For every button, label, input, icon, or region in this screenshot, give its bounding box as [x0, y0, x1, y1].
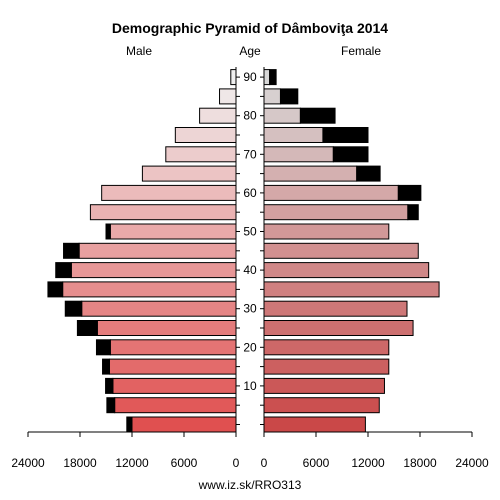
male-bar-35-39 — [62, 281, 237, 298]
male-bar-10-14 — [112, 377, 237, 394]
female-excess-bar-90+ — [269, 69, 277, 86]
age-tick-label: 30 — [243, 302, 257, 316]
age-tick-label: 20 — [243, 340, 257, 354]
male-bar-80-84 — [199, 107, 237, 124]
male-x-tick-label: 6000 — [171, 456, 198, 470]
female-bar-65-69 — [263, 165, 358, 182]
age-tick-label: 70 — [243, 147, 257, 161]
female-bar-10-14 — [263, 377, 385, 394]
female-bar-45-49 — [263, 242, 419, 259]
male-x-tick-label: 12000 — [115, 456, 149, 470]
female-bar-15-19 — [263, 358, 390, 375]
male-bar-50-54 — [109, 223, 237, 240]
female-bar-75-79 — [263, 127, 324, 143]
female-excess-bar-85-89 — [279, 88, 299, 105]
male-bar-55-59 — [89, 204, 237, 221]
female-bar-35-39 — [263, 281, 440, 298]
female-bar-20-24 — [263, 339, 390, 356]
male-excess-bar-40-44 — [55, 262, 72, 279]
male-excess-bar-45-49 — [63, 242, 80, 259]
male-excess-bar-50-54 — [105, 223, 111, 240]
male-bar-40-44 — [70, 262, 237, 279]
female-bar-5-9 — [263, 397, 380, 414]
male-bars — [47, 69, 237, 433]
male-bar-85-89 — [219, 88, 237, 105]
age-tick-label: 80 — [243, 109, 257, 123]
male-bar-15-19 — [108, 358, 237, 375]
male-bar-0-4 — [131, 416, 237, 433]
age-tick-label: 40 — [243, 263, 257, 277]
female-excess-bar-65-69 — [356, 165, 381, 182]
female-bar-50-54 — [263, 223, 390, 240]
male-excess-bar-10-14 — [105, 377, 114, 394]
male-label: Male — [126, 44, 152, 58]
male-bar-75-79 — [174, 127, 237, 143]
age-tick-label: 60 — [243, 186, 257, 200]
female-excess-bar-60-64 — [397, 184, 422, 201]
female-bar-60-64 — [263, 184, 399, 201]
female-x-tick-label: 0 — [261, 456, 268, 470]
female-bar-55-59 — [263, 204, 409, 221]
female-bar-70-74 — [263, 146, 334, 163]
female-x-tick-label: 18000 — [403, 456, 437, 470]
male-excess-bar-25-29 — [76, 320, 98, 336]
source-footer: www.iz.sk/RRO313 — [198, 478, 302, 492]
age-tick-label: 10 — [243, 379, 257, 393]
female-bars — [263, 69, 440, 433]
female-x-tick-label: 12000 — [351, 456, 385, 470]
female-bar-0-4 — [263, 416, 366, 433]
female-bar-90+ — [263, 69, 271, 86]
female-bar-40-44 — [263, 262, 430, 279]
male-x-tick-label: 0 — [233, 456, 240, 470]
female-x-tick-label: 24000 — [455, 456, 489, 470]
male-x-tick-label: 18000 — [63, 456, 97, 470]
age-tick-label: 90 — [243, 70, 257, 84]
female-excess-bar-75-79 — [322, 127, 369, 143]
male-x-tick-label: 24000 — [11, 456, 45, 470]
male-excess-bar-5-9 — [106, 397, 116, 414]
axes: 10 20 30 40 50 60 70 80 90 24000 18000 12000 6000 0 0 6… — [11, 67, 489, 470]
chart-title: Demographic Pyramid of Dâmboviţa 2014 — [112, 20, 388, 36]
female-label: Female — [341, 44, 381, 58]
male-bar-25-29 — [96, 320, 237, 336]
female-excess-bar-80-84 — [299, 107, 336, 124]
age-tick-label: 50 — [243, 225, 257, 239]
male-bar-90+ — [230, 69, 237, 86]
male-bar-60-64 — [101, 184, 237, 201]
male-bar-45-49 — [78, 242, 237, 259]
male-excess-bar-0-4 — [126, 416, 133, 433]
female-bar-85-89 — [263, 88, 281, 105]
male-excess-bar-35-39 — [47, 281, 64, 298]
male-excess-bar-15-19 — [102, 358, 110, 375]
male-excess-bar-30-34 — [64, 300, 83, 317]
female-excess-bar-55-59 — [407, 204, 419, 221]
male-bar-70-74 — [165, 146, 237, 163]
female-bar-25-29 — [263, 320, 414, 336]
female-bar-30-34 — [263, 300, 408, 317]
male-bar-20-24 — [109, 339, 237, 356]
female-excess-bar-70-74 — [332, 146, 369, 163]
male-bar-65-69 — [141, 165, 237, 182]
female-x-tick-label: 6000 — [303, 456, 330, 470]
male-bar-30-34 — [81, 300, 237, 317]
male-bar-5-9 — [114, 397, 237, 414]
female-bar-80-84 — [263, 107, 301, 124]
male-excess-bar-20-24 — [95, 339, 111, 356]
age-label: Age — [239, 44, 261, 58]
